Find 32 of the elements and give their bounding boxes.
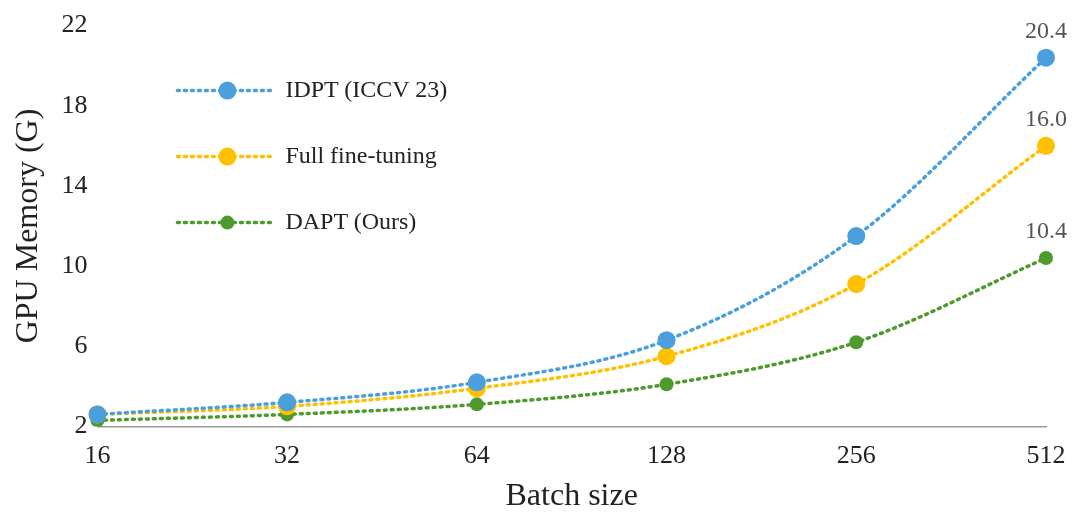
- point: [847, 227, 866, 246]
- y-tick-label: 18: [61, 89, 88, 119]
- point: [469, 397, 484, 412]
- point: [849, 335, 864, 350]
- data-label: 10.4: [1025, 217, 1067, 244]
- y-tick-label: 10: [61, 249, 88, 279]
- x-tick-label: 32: [274, 439, 301, 469]
- point: [657, 331, 676, 350]
- point: [278, 393, 297, 412]
- y-tick-label: 14: [61, 169, 88, 199]
- x-axis-title: Batch size: [505, 476, 638, 513]
- data-label: 20.4: [1025, 16, 1067, 43]
- y-tick-label: 2: [74, 410, 88, 440]
- x-tick-label: 512: [1026, 439, 1066, 469]
- legend-label: DAPT (Ours): [285, 207, 417, 234]
- point: [847, 275, 866, 294]
- legend-label: IDPT (ICCV 23): [285, 75, 448, 102]
- point: [1037, 136, 1055, 155]
- point: [467, 373, 486, 392]
- x-tick-label: 128: [647, 439, 687, 469]
- data-label: 16.0: [1025, 105, 1067, 132]
- y-tick-label: 6: [74, 330, 88, 360]
- x-tick-label: 64: [463, 439, 490, 469]
- y-axis-title: GPU Memory (G): [7, 108, 44, 344]
- x-tick-label: 256: [836, 439, 876, 469]
- x-tick-label: 16: [84, 439, 111, 469]
- point: [1037, 48, 1055, 67]
- point: [659, 377, 674, 392]
- legend-label: Full fine-tuning: [285, 141, 437, 168]
- y-tick-label: 22: [61, 9, 88, 39]
- point: [657, 347, 676, 366]
- point: [1039, 251, 1053, 266]
